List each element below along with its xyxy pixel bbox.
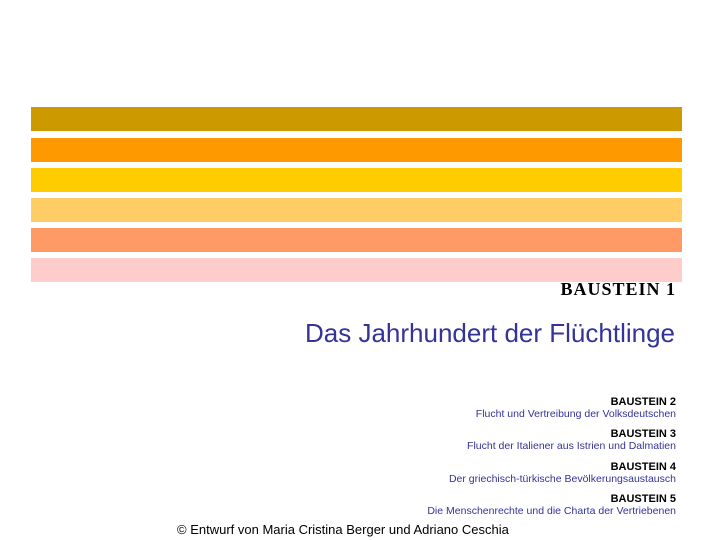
- module-description: Der griechisch-türkische Bevölkerungsaus…: [448, 473, 676, 485]
- module-code: BAUSTEIN 4: [610, 461, 676, 473]
- slide-title: Das Jahrhundert der Flüchtlinge: [305, 318, 675, 348]
- module-link-2[interactable]: BAUSTEIN 2 Flucht und Vertreibung der Vo…: [476, 396, 676, 421]
- module-code: BAUSTEIN 3: [610, 428, 676, 440]
- decorative-stripe-5: [31, 228, 682, 252]
- decorative-stripe-1: [31, 107, 682, 131]
- decorative-stripe-3: [31, 168, 682, 192]
- copyright-credit: © Entwurf von Maria Cristina Berger und …: [177, 522, 509, 537]
- decorative-stripe-4: [31, 198, 682, 222]
- module-link-4[interactable]: BAUSTEIN 4 Der griechisch-türkische Bevö…: [449, 461, 676, 486]
- module-code: BAUSTEIN 2: [610, 396, 676, 408]
- module-code: BAUSTEIN 5: [610, 493, 676, 505]
- module-link-3[interactable]: BAUSTEIN 3 Flucht der Italiener aus Istr…: [467, 428, 676, 453]
- module-description: Flucht der Italiener aus Istrien und Dal…: [467, 440, 676, 452]
- decorative-stripe-2: [31, 138, 682, 162]
- decorative-stripe-6: [31, 258, 682, 282]
- module-description: Die Menschenrechte und die Charta der Ve…: [427, 505, 676, 517]
- module-description: Flucht und Vertreibung der Volksdeutsche…: [475, 408, 676, 420]
- module-link-5[interactable]: BAUSTEIN 5 Die Menschenrechte und die Ch…: [427, 493, 676, 518]
- module-label: BAUSTEIN 1: [560, 279, 676, 299]
